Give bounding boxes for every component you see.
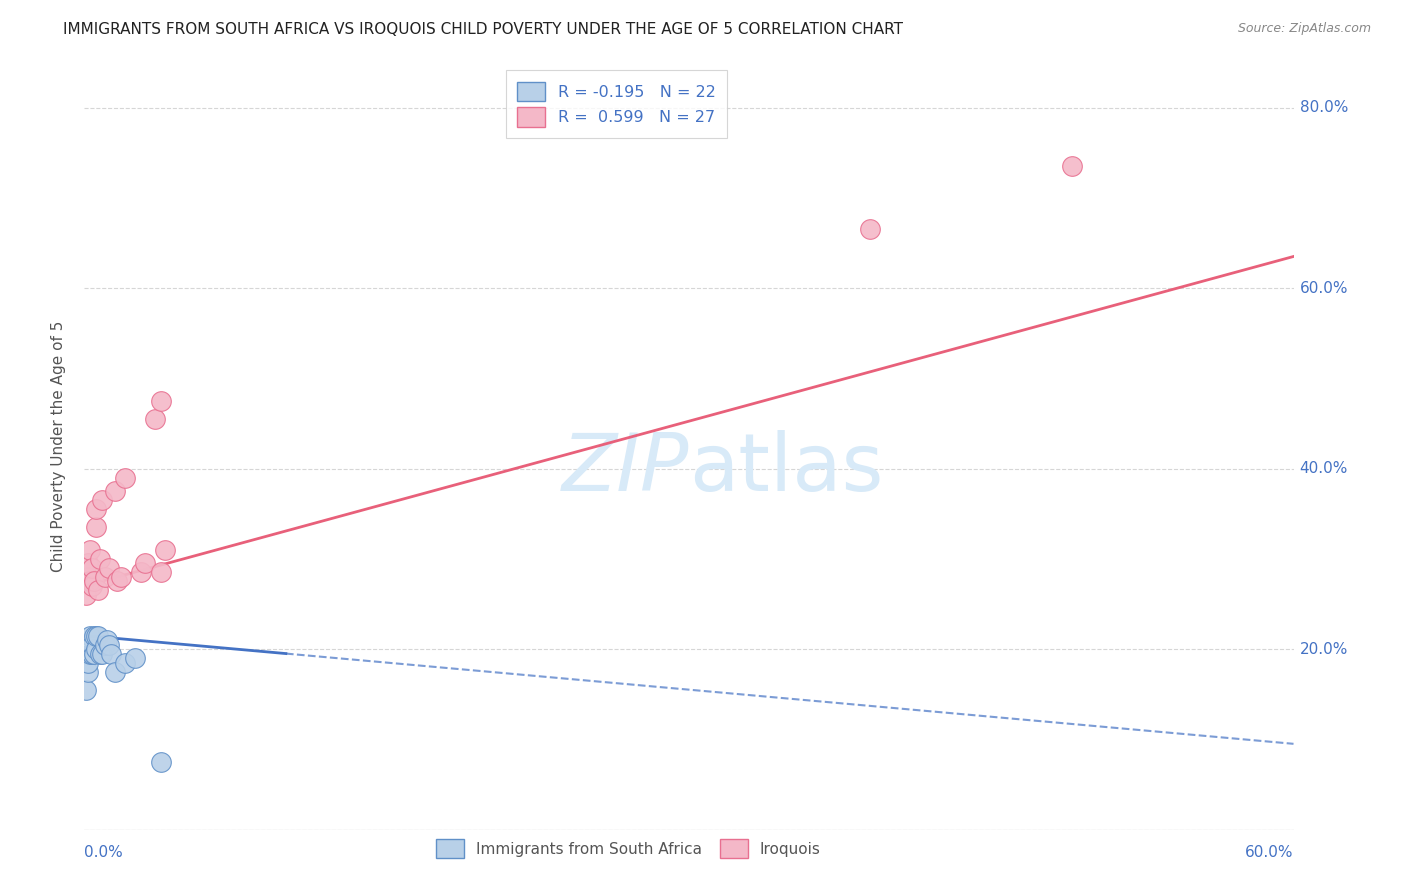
Point: [79, 574, 101, 589]
Point: [86, 628, 108, 642]
Point: [87, 628, 110, 642]
Point: [93, 570, 115, 584]
Text: 60.0%: 60.0%: [1246, 845, 1294, 860]
Point: [129, 566, 152, 580]
Point: [77, 656, 100, 670]
Point: [89, 551, 111, 566]
Point: [86, 642, 108, 657]
Point: [86, 520, 108, 534]
Point: [153, 542, 176, 557]
Point: [105, 574, 128, 589]
Point: [104, 665, 127, 679]
Point: [91, 647, 114, 661]
Point: [82, 638, 104, 652]
Point: [75, 588, 97, 602]
Text: 40.0%: 40.0%: [1299, 461, 1348, 476]
Text: 20.0%: 20.0%: [1299, 641, 1348, 657]
Point: [1060, 159, 1083, 173]
Point: [89, 647, 111, 661]
Point: [83, 574, 105, 589]
Point: [93, 638, 115, 652]
Text: atlas: atlas: [689, 430, 883, 508]
Point: [77, 570, 100, 584]
Point: [82, 561, 104, 575]
Point: [77, 557, 100, 571]
Point: [77, 665, 100, 679]
Point: [100, 647, 122, 661]
Text: Source: ZipAtlas.com: Source: ZipAtlas.com: [1237, 22, 1371, 36]
Text: 60.0%: 60.0%: [1299, 281, 1348, 295]
Text: ZIP: ZIP: [561, 430, 689, 508]
Point: [149, 755, 172, 769]
Point: [79, 647, 101, 661]
Point: [110, 570, 132, 584]
Legend: Immigrants from South Africa, Iroquois: Immigrants from South Africa, Iroquois: [430, 833, 827, 864]
Text: 0.0%: 0.0%: [84, 845, 124, 860]
Point: [143, 412, 166, 426]
Point: [124, 651, 146, 665]
Point: [104, 484, 127, 499]
Point: [86, 502, 108, 516]
Text: 80.0%: 80.0%: [1299, 100, 1348, 115]
Point: [97, 638, 120, 652]
Point: [149, 566, 172, 580]
Point: [96, 633, 118, 648]
Point: [79, 542, 101, 557]
Point: [97, 561, 120, 575]
Point: [75, 682, 97, 697]
Text: IMMIGRANTS FROM SOUTH AFRICA VS IROQUOIS CHILD POVERTY UNDER THE AGE OF 5 CORREL: IMMIGRANTS FROM SOUTH AFRICA VS IROQUOIS…: [63, 22, 903, 37]
Point: [82, 647, 104, 661]
Y-axis label: Child Poverty Under the Age of 5: Child Poverty Under the Age of 5: [51, 320, 66, 572]
Point: [114, 656, 136, 670]
Point: [87, 583, 110, 598]
Point: [83, 628, 105, 642]
Point: [79, 628, 101, 642]
Point: [149, 393, 172, 408]
Point: [83, 647, 105, 661]
Point: [91, 493, 114, 508]
Point: [114, 470, 136, 484]
Point: [134, 557, 156, 571]
Point: [82, 579, 104, 593]
Point: [859, 222, 882, 236]
